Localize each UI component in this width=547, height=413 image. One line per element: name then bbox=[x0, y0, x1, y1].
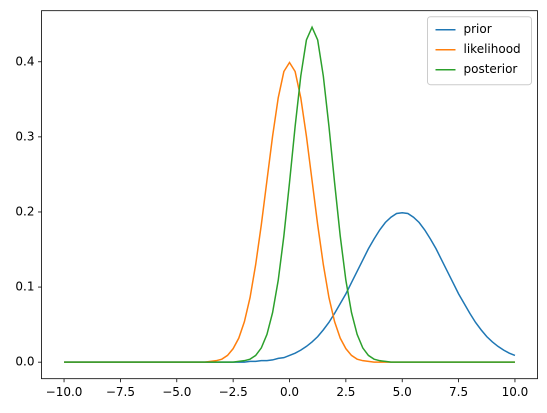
legend-label: prior bbox=[464, 22, 492, 36]
y-tick-label: 0.2 bbox=[15, 204, 34, 218]
x-tick-label: −10.0 bbox=[46, 385, 83, 399]
x-tick-label: −7.5 bbox=[106, 385, 135, 399]
legend-label: posterior bbox=[464, 62, 518, 76]
y-tick-label: 0.4 bbox=[15, 54, 34, 68]
x-tick-label: −2.5 bbox=[219, 385, 248, 399]
x-tick-label: 5.0 bbox=[393, 385, 412, 399]
y-tick-label: 0.0 bbox=[15, 355, 34, 369]
x-tick-label: −5.0 bbox=[162, 385, 191, 399]
line-series bbox=[64, 61, 515, 363]
x-tick-label: 7.5 bbox=[449, 385, 468, 399]
x-tick-label: 10.0 bbox=[502, 385, 529, 399]
line-series bbox=[64, 211, 516, 363]
legend-label: likelihood bbox=[464, 42, 521, 56]
legend-box bbox=[427, 16, 532, 86]
y-tick-label: 0.1 bbox=[15, 280, 34, 294]
x-tick-label: 0.0 bbox=[280, 385, 299, 399]
y-tick-label: 0.3 bbox=[15, 129, 34, 143]
x-tick-label: 2.5 bbox=[336, 385, 355, 399]
line-series bbox=[64, 25, 515, 363]
